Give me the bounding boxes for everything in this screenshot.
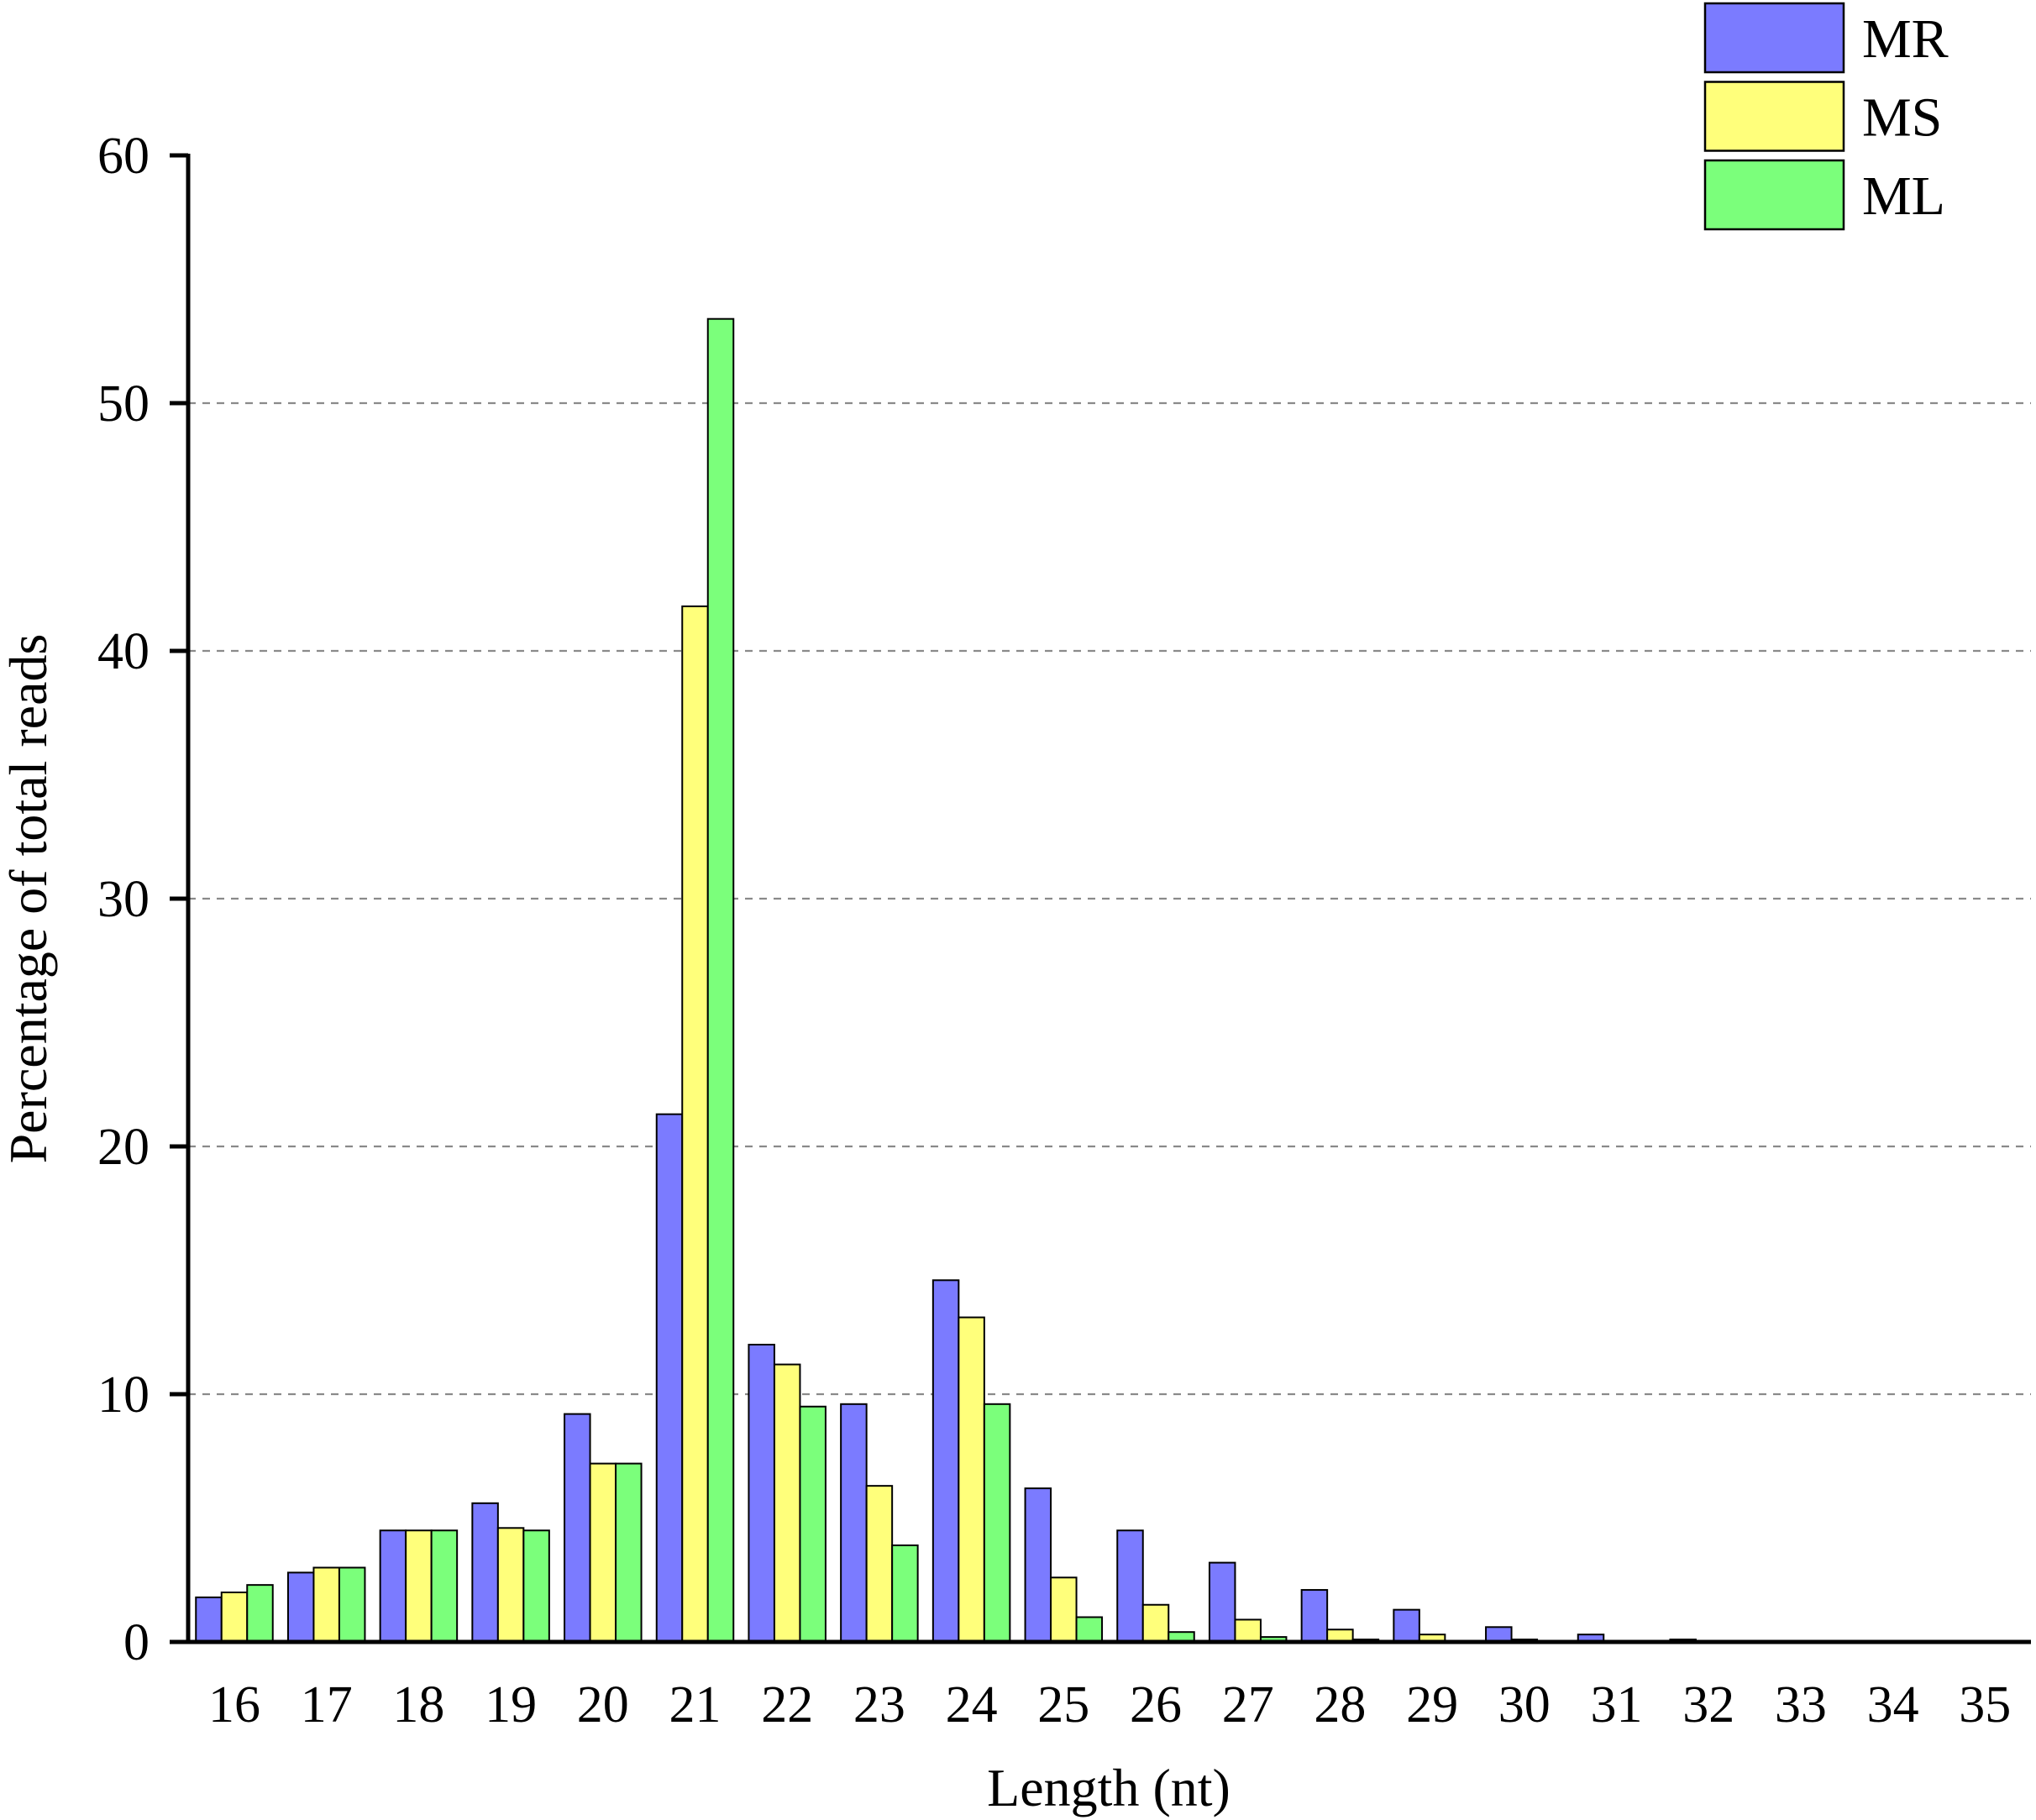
x-tick-label: 26 [1130, 1676, 1182, 1733]
x-tick-label: 25 [1037, 1676, 1089, 1733]
bar-ms-20 [589, 1462, 617, 1643]
bar-mr-29 [1393, 1608, 1420, 1644]
bar-mr-18 [379, 1529, 407, 1643]
x-axis-title: Length (nt) [987, 1758, 1231, 1817]
x-tick-label: 28 [1314, 1676, 1366, 1733]
legend-swatch-ml [1703, 159, 1845, 231]
bar-ml-21 [706, 317, 735, 1644]
x-tick-label: 31 [1591, 1676, 1643, 1733]
x-tick-label: 34 [1867, 1676, 1919, 1733]
y-tick-label: 40 [97, 623, 150, 680]
bar-ms-18 [405, 1529, 433, 1643]
x-tick-label: 30 [1498, 1676, 1551, 1733]
y-tick-label: 20 [97, 1119, 150, 1176]
y-tick-label: 0 [123, 1614, 150, 1671]
bar-mr-26 [1116, 1529, 1144, 1643]
x-tick-label: 29 [1406, 1676, 1458, 1733]
bars [195, 317, 1723, 1644]
bar-ms-16 [220, 1592, 249, 1643]
x-tick-label: 17 [301, 1676, 353, 1733]
bar-mr-30 [1485, 1626, 1513, 1644]
legend: MR MS ML [1703, 2, 1949, 231]
legend-label-ml: ML [1862, 165, 1945, 227]
bar-mr-27 [1208, 1561, 1236, 1643]
bar-mr-17 [286, 1571, 315, 1644]
x-tick-label: 20 [577, 1676, 629, 1733]
bar-ms-23 [865, 1485, 894, 1644]
legend-swatch-mr [1703, 2, 1845, 74]
x-tick-label: 33 [1775, 1676, 1827, 1733]
bar-ms-19 [496, 1527, 525, 1644]
bar-ml-18 [430, 1529, 459, 1643]
legend-label-ms: MS [1862, 87, 1942, 149]
bar-ms-24 [958, 1316, 985, 1644]
axes: 0 10 20 30 40 50 60 16 17 18 19 20 21 22 23 24 25 26 27 28 2… [97, 128, 2031, 1733]
legend-label-mr: MR [1862, 8, 1949, 70]
x-tick-label: 27 [1222, 1676, 1274, 1733]
y-tick-label: 60 [97, 128, 150, 185]
legend-swatch-ms [1703, 81, 1845, 152]
x-tick-label: 35 [1959, 1676, 2011, 1733]
x-tick-label: 22 [761, 1676, 813, 1733]
x-tick-label: 18 [392, 1676, 444, 1733]
bar-ml-19 [522, 1529, 550, 1643]
bar-ms-17 [312, 1566, 340, 1643]
x-tick-label: 23 [853, 1676, 905, 1733]
bar-mr-28 [1300, 1589, 1329, 1644]
y-tick-label: 50 [97, 375, 150, 433]
bar-mr-21 [655, 1113, 684, 1643]
x-tick-label: 19 [485, 1676, 537, 1733]
bar-ms-26 [1141, 1603, 1170, 1643]
bar-mr-20 [564, 1413, 591, 1643]
bar-ml-20 [615, 1462, 643, 1643]
y-tick-label: 10 [97, 1366, 150, 1424]
x-tick-label: 32 [1682, 1676, 1734, 1733]
bar-ml-24 [983, 1403, 1011, 1644]
bar-ms-25 [1050, 1576, 1078, 1644]
bar-ml-22 [799, 1405, 826, 1643]
bar-mr-19 [471, 1502, 499, 1644]
bar-ml-17 [338, 1566, 366, 1643]
y-tick-label: 30 [97, 871, 150, 928]
bar-mr-25 [1024, 1487, 1052, 1643]
bar-mr-24 [931, 1279, 960, 1644]
bar-mr-22 [748, 1344, 775, 1643]
grid-lines [188, 401, 2031, 1396]
x-tick-label: 24 [946, 1676, 998, 1733]
bar-ml-16 [246, 1584, 274, 1644]
bar-mr-23 [840, 1403, 868, 1644]
x-tick-label: 16 [208, 1676, 260, 1733]
x-tick-label: 21 [669, 1676, 722, 1733]
bar-ml-25 [1075, 1616, 1104, 1643]
bar-mr-16 [195, 1596, 223, 1644]
bar-ms-27 [1234, 1618, 1262, 1643]
bar-ml-23 [891, 1544, 919, 1643]
bar-ms-21 [681, 605, 709, 1643]
bar-ms-22 [773, 1363, 801, 1643]
y-axis-title: Percentage of total reads [0, 634, 58, 1164]
